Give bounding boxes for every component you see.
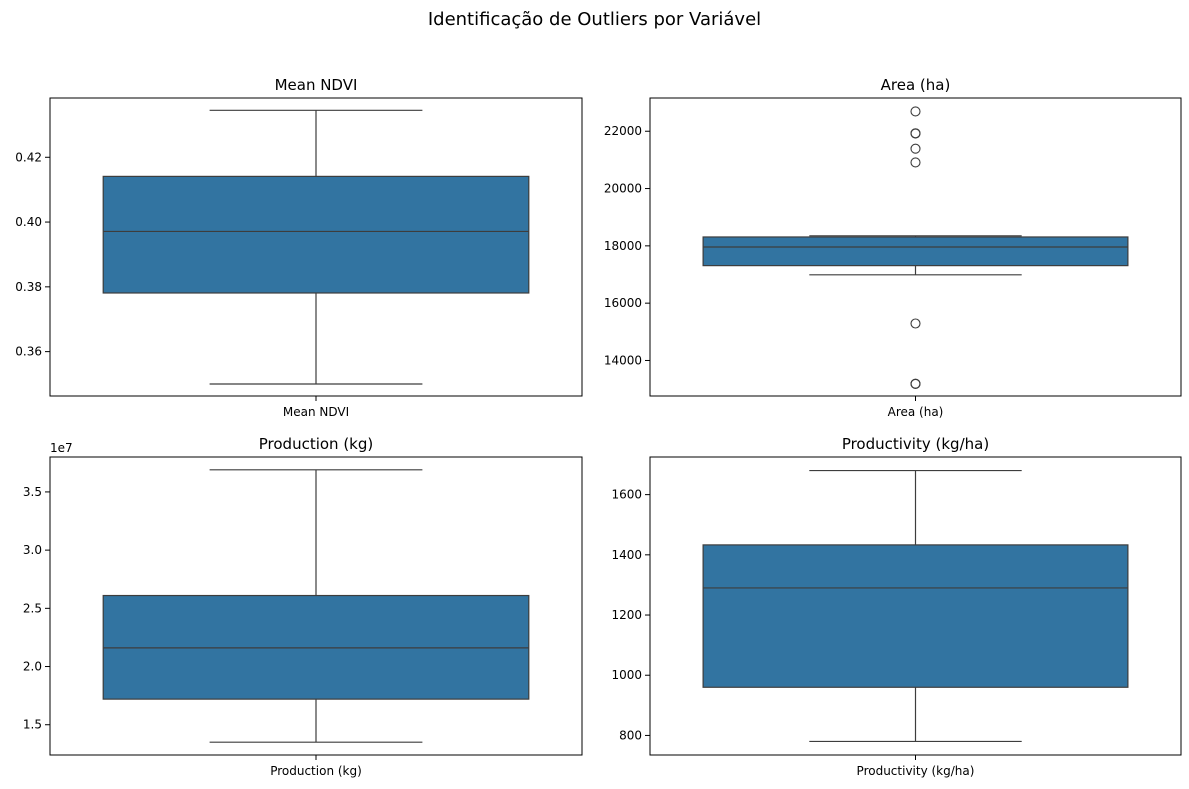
y-tick-label: 2.5 [23, 601, 42, 615]
y-tick-label: 0.36 [15, 345, 42, 359]
y-tick-label: 0.38 [15, 280, 42, 294]
subplot-title: Production (kg) [259, 435, 374, 453]
subplot-title: Productivity (kg/ha) [842, 435, 989, 453]
subplot-2: 14000 16000 18000 20000 22000 Area (ha) Area (… [604, 76, 1182, 419]
y-tick-label: 1600 [611, 488, 642, 502]
outlier-point [910, 378, 921, 389]
x-tick-label: Mean NDVI [283, 405, 349, 419]
outlier-point [910, 106, 921, 117]
subplot-4: 800 1000 1200 1400 1600 Productivity (kg/ha) P… [611, 435, 1182, 778]
y-tick-label: 14000 [604, 353, 642, 367]
box-iqr [702, 236, 1129, 267]
y-tick-label: 1200 [611, 608, 642, 622]
outlier-point [910, 318, 921, 329]
y-tick-label: 1000 [611, 668, 642, 682]
y-tick-label: 3.0 [23, 543, 42, 557]
y-tick-label: 800 [619, 728, 642, 742]
subplot-title: Area (ha) [881, 76, 951, 94]
y-tick-label: 1400 [611, 548, 642, 562]
y-tick-label: 18000 [604, 239, 642, 253]
box-iqr [102, 175, 530, 294]
y-tick-label: 1.5 [23, 718, 42, 732]
subplot-3: 1.5 2.0 2.5 3.0 3.5 Production (kg) Production… [23, 435, 583, 778]
y-tick-label: 3.5 [23, 485, 42, 499]
y-tick-label: 2.0 [23, 660, 42, 674]
outlier-point [910, 143, 921, 154]
figure-title: Identificação de Outliers por Variável [428, 9, 761, 30]
y-tick-label: 0.40 [15, 215, 42, 229]
box-iqr [702, 544, 1129, 688]
y-offset-label: 1e7 [50, 441, 73, 455]
outlier-point [910, 157, 921, 168]
y-tick-label: 22000 [604, 124, 642, 138]
y-tick-label: 0.42 [15, 150, 42, 164]
x-tick-label: Productivity (kg/ha) [857, 764, 975, 778]
subplot-1: 0.36 0.38 0.40 0.42 Mean NDVI Mean NDVI [15, 76, 583, 419]
x-tick-label: Area (ha) [888, 405, 944, 419]
x-tick-label: Production (kg) [270, 764, 362, 778]
outlier-point [910, 128, 921, 139]
subplot-title: Mean NDVI [275, 76, 358, 94]
y-tick-label: 20000 [604, 182, 642, 196]
y-tick-label: 16000 [604, 296, 642, 310]
